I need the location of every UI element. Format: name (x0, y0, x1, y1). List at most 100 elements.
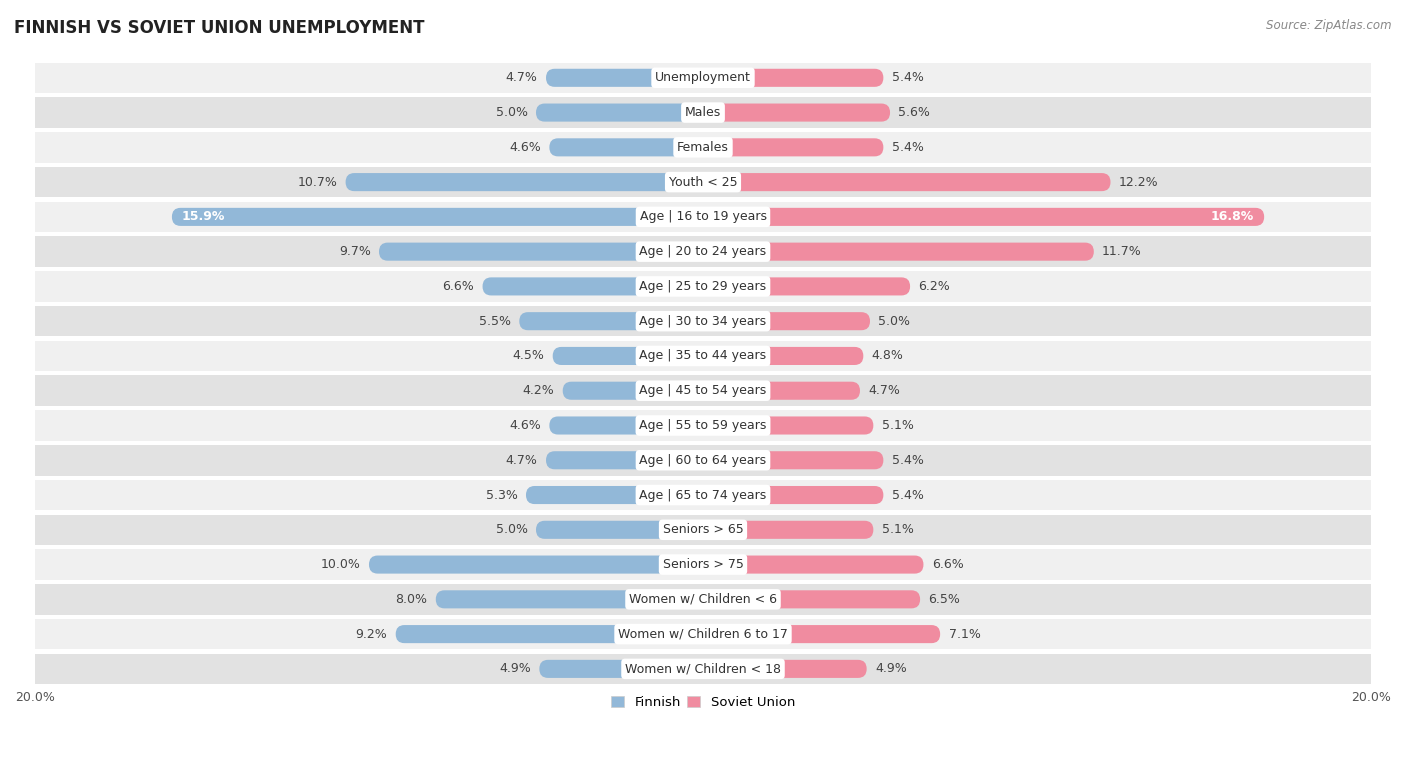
Text: 5.0%: 5.0% (496, 106, 527, 119)
FancyBboxPatch shape (380, 242, 703, 260)
FancyBboxPatch shape (172, 208, 703, 226)
FancyBboxPatch shape (562, 382, 703, 400)
Text: 6.6%: 6.6% (932, 558, 963, 571)
Bar (35, 653, 1371, 684)
FancyBboxPatch shape (546, 451, 703, 469)
FancyBboxPatch shape (482, 277, 703, 295)
Text: 5.0%: 5.0% (496, 523, 527, 536)
FancyBboxPatch shape (703, 69, 883, 87)
Text: 4.5%: 4.5% (512, 350, 544, 363)
FancyBboxPatch shape (703, 451, 883, 469)
Text: 5.4%: 5.4% (891, 71, 924, 84)
FancyBboxPatch shape (550, 416, 703, 435)
Text: 16.8%: 16.8% (1211, 210, 1254, 223)
Text: 5.1%: 5.1% (882, 419, 914, 432)
Bar (35, 445, 1371, 475)
FancyBboxPatch shape (703, 104, 890, 122)
Legend: Finnish, Soviet Union: Finnish, Soviet Union (606, 690, 800, 714)
Text: Unemployment: Unemployment (655, 71, 751, 84)
Bar (35, 236, 1371, 267)
FancyBboxPatch shape (395, 625, 703, 643)
Text: 9.7%: 9.7% (339, 245, 371, 258)
FancyBboxPatch shape (703, 660, 866, 678)
Bar (35, 410, 1371, 441)
FancyBboxPatch shape (703, 312, 870, 330)
Text: 8.0%: 8.0% (395, 593, 427, 606)
FancyBboxPatch shape (703, 486, 883, 504)
Bar (35, 201, 1371, 232)
Text: Women w/ Children < 6: Women w/ Children < 6 (628, 593, 778, 606)
FancyBboxPatch shape (703, 382, 860, 400)
Bar (35, 375, 1371, 406)
Text: Seniors > 75: Seniors > 75 (662, 558, 744, 571)
Text: 5.5%: 5.5% (479, 315, 510, 328)
Bar (35, 480, 1371, 510)
Bar (35, 618, 1371, 650)
Text: 7.1%: 7.1% (949, 628, 980, 640)
Text: 5.0%: 5.0% (879, 315, 910, 328)
Text: Women w/ Children 6 to 17: Women w/ Children 6 to 17 (619, 628, 787, 640)
Bar (35, 306, 1371, 336)
Text: 15.9%: 15.9% (181, 210, 225, 223)
Bar (35, 341, 1371, 371)
Text: 6.2%: 6.2% (918, 280, 950, 293)
FancyBboxPatch shape (550, 139, 703, 157)
Text: Females: Females (678, 141, 728, 154)
Text: 6.6%: 6.6% (443, 280, 474, 293)
Text: 11.7%: 11.7% (1102, 245, 1142, 258)
Text: 12.2%: 12.2% (1119, 176, 1159, 188)
Text: 9.2%: 9.2% (356, 628, 387, 640)
Text: Seniors > 65: Seniors > 65 (662, 523, 744, 536)
FancyBboxPatch shape (546, 69, 703, 87)
FancyBboxPatch shape (346, 173, 703, 192)
Text: 5.4%: 5.4% (891, 141, 924, 154)
FancyBboxPatch shape (703, 625, 941, 643)
FancyBboxPatch shape (703, 139, 883, 157)
FancyBboxPatch shape (519, 312, 703, 330)
FancyBboxPatch shape (703, 277, 910, 295)
Bar (35, 550, 1371, 580)
Text: Age | 30 to 34 years: Age | 30 to 34 years (640, 315, 766, 328)
Text: 4.2%: 4.2% (523, 385, 554, 397)
Text: Age | 55 to 59 years: Age | 55 to 59 years (640, 419, 766, 432)
Text: 4.7%: 4.7% (506, 71, 537, 84)
Text: Women w/ Children < 18: Women w/ Children < 18 (626, 662, 780, 675)
Text: 5.4%: 5.4% (891, 453, 924, 467)
FancyBboxPatch shape (536, 521, 703, 539)
Text: FINNISH VS SOVIET UNION UNEMPLOYMENT: FINNISH VS SOVIET UNION UNEMPLOYMENT (14, 19, 425, 37)
Bar (35, 515, 1371, 545)
Text: 4.8%: 4.8% (872, 350, 904, 363)
FancyBboxPatch shape (703, 173, 1111, 192)
Bar (35, 98, 1371, 128)
Text: Age | 16 to 19 years: Age | 16 to 19 years (640, 210, 766, 223)
Text: 4.9%: 4.9% (499, 662, 531, 675)
Text: Source: ZipAtlas.com: Source: ZipAtlas.com (1267, 19, 1392, 32)
Text: 4.9%: 4.9% (875, 662, 907, 675)
FancyBboxPatch shape (540, 660, 703, 678)
FancyBboxPatch shape (553, 347, 703, 365)
Text: 5.4%: 5.4% (891, 488, 924, 502)
FancyBboxPatch shape (703, 556, 924, 574)
Text: 4.7%: 4.7% (506, 453, 537, 467)
FancyBboxPatch shape (526, 486, 703, 504)
FancyBboxPatch shape (436, 590, 703, 609)
Text: Males: Males (685, 106, 721, 119)
Text: Age | 20 to 24 years: Age | 20 to 24 years (640, 245, 766, 258)
Bar (35, 167, 1371, 198)
Text: 5.6%: 5.6% (898, 106, 931, 119)
Text: 6.5%: 6.5% (928, 593, 960, 606)
FancyBboxPatch shape (703, 208, 1264, 226)
Text: 4.7%: 4.7% (869, 385, 900, 397)
Text: 10.0%: 10.0% (321, 558, 360, 571)
Text: Youth < 25: Youth < 25 (669, 176, 737, 188)
FancyBboxPatch shape (703, 416, 873, 435)
Text: Age | 60 to 64 years: Age | 60 to 64 years (640, 453, 766, 467)
Bar (35, 584, 1371, 615)
Text: 5.1%: 5.1% (882, 523, 914, 536)
Bar (35, 132, 1371, 163)
FancyBboxPatch shape (703, 590, 920, 609)
Text: Age | 25 to 29 years: Age | 25 to 29 years (640, 280, 766, 293)
Text: Age | 35 to 44 years: Age | 35 to 44 years (640, 350, 766, 363)
Text: 5.3%: 5.3% (485, 488, 517, 502)
FancyBboxPatch shape (536, 104, 703, 122)
